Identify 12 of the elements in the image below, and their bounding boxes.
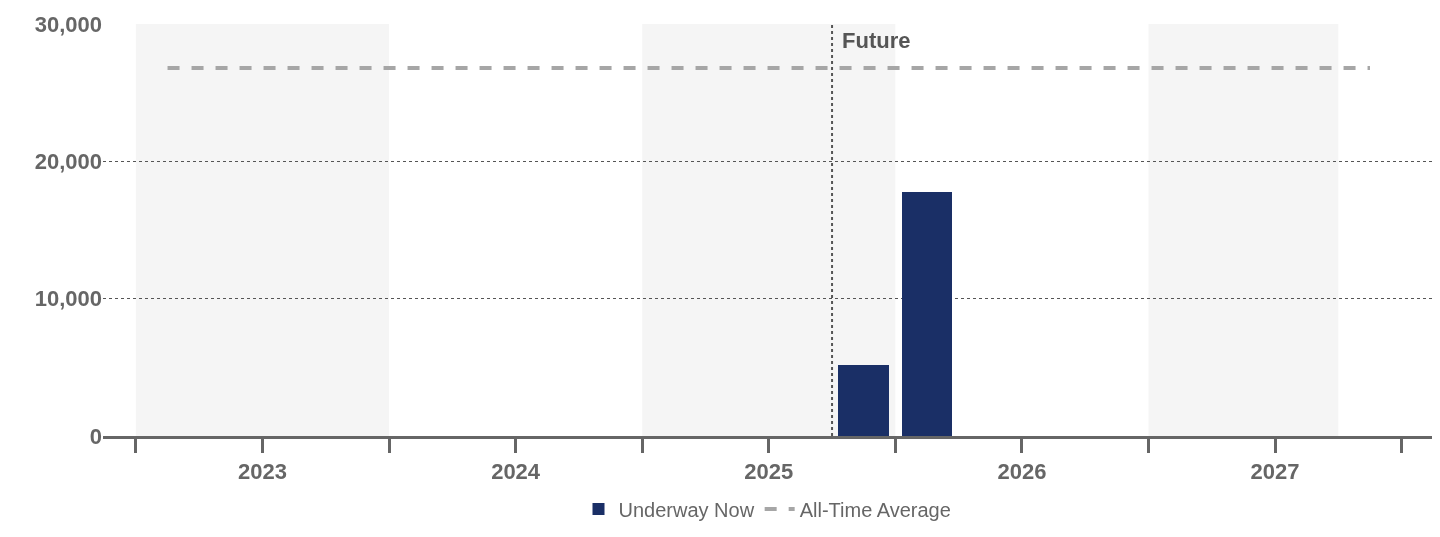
y-tick-label: 30,000: [34, 11, 102, 37]
x-tick-label: 2024: [491, 459, 541, 485]
x-tick-label: 2026: [997, 459, 1047, 485]
y-tick-label: 20,000: [34, 149, 102, 175]
y-tick-label: 10,000: [34, 286, 102, 312]
x-tick-label: 2023: [238, 459, 287, 485]
y-tick-label: 0: [89, 423, 102, 449]
legend-label: All-Time Average: [799, 498, 951, 521]
ref-line-label: Future: [842, 28, 911, 53]
x-tick-label: 2025: [744, 459, 794, 485]
legend-label: Underway Now: [618, 498, 755, 521]
x-tick-label: 2027: [1250, 459, 1300, 485]
